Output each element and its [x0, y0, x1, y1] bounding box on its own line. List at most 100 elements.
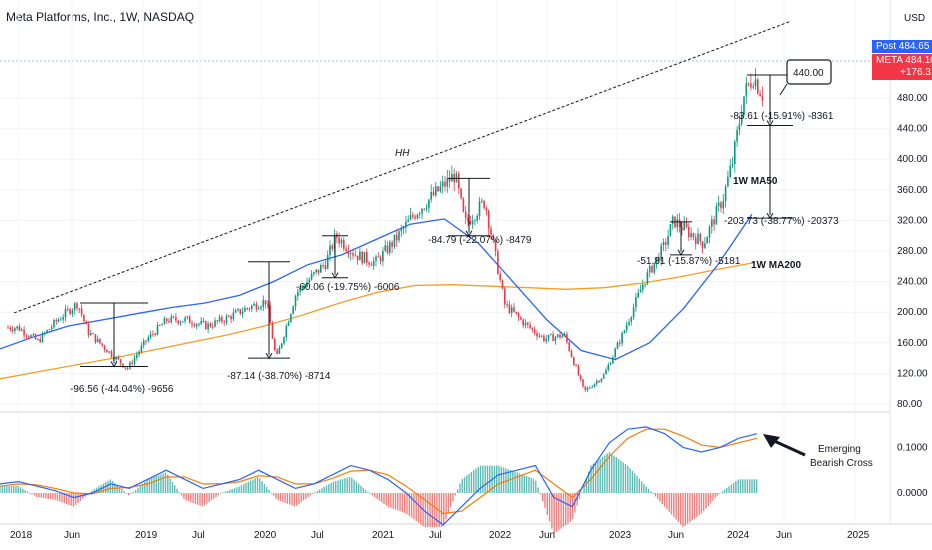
- macd-histogram-bar: [634, 473, 636, 493]
- macd-histogram-bar: [459, 483, 461, 493]
- candle-body: [435, 186, 437, 196]
- candle-body: [446, 177, 449, 187]
- candle-body: [122, 363, 124, 368]
- candle-body: [458, 173, 460, 189]
- candle-body: [416, 214, 419, 219]
- macd-histogram-bar: [291, 493, 293, 506]
- macd-histogram-bar: [528, 476, 530, 493]
- candle-body: [497, 251, 499, 275]
- candle-body: [543, 335, 545, 342]
- candle-body: [285, 325, 288, 338]
- macd-histogram-bar: [178, 492, 180, 493]
- macd-histogram-bar: [643, 483, 645, 493]
- macd-histogram-bar: [629, 468, 631, 493]
- macd-histogram-bar: [463, 477, 466, 493]
- macd-histogram-bar: [197, 493, 199, 505]
- macd-histogram-bar: [429, 493, 431, 528]
- price-axis[interactable]: 480.00 440.00 400.00 360.00 320.00 280.00 240.…: [889, 0, 928, 524]
- candle-body: [717, 202, 720, 207]
- macd-histogram-bar: [91, 490, 93, 493]
- candle-body: [487, 210, 490, 229]
- candle-body: [439, 186, 442, 192]
- candle-body: [591, 386, 593, 388]
- macd-histogram-bar: [139, 485, 141, 493]
- macd-histogram-bar: [6, 486, 8, 493]
- macd-histogram-bar: [452, 493, 454, 502]
- macd-histogram-bar: [537, 487, 539, 493]
- macd-histogram-bar: [749, 479, 751, 493]
- macd-histogram-bar: [567, 493, 569, 524]
- candle-body: [665, 242, 667, 245]
- candle-body: [727, 176, 729, 187]
- macd-histogram-bar: [137, 487, 139, 493]
- candle-body: [745, 83, 748, 97]
- candle-body: [437, 186, 439, 192]
- macd-histogram-bar: [238, 486, 240, 493]
- macd-histogram-bar: [40, 493, 42, 498]
- macd-histogram-bar: [523, 475, 525, 493]
- time-tick-label: 2021: [372, 530, 395, 541]
- candle-body: [133, 357, 136, 364]
- candle-body: [494, 240, 497, 252]
- candle-body: [729, 165, 731, 177]
- candle-body: [637, 292, 639, 298]
- time-tick-label: 2025: [847, 530, 870, 541]
- candle-body: [740, 114, 743, 124]
- macd-histogram-bar: [663, 493, 666, 507]
- candle-body: [57, 319, 60, 322]
- candle-body: [340, 239, 343, 244]
- candle-body: [660, 245, 662, 262]
- macd-histogram-bar: [611, 453, 613, 493]
- candle-body: [188, 316, 191, 324]
- macd-histogram-bar: [723, 489, 726, 493]
- macd-histogram-bar: [578, 493, 581, 499]
- macd-histogram-bar: [647, 488, 650, 493]
- candle-body: [246, 308, 248, 310]
- ma200-series: [0, 261, 756, 380]
- macd-histogram-bar: [318, 489, 321, 493]
- macd-histogram-bar: [546, 493, 548, 515]
- candle-body: [106, 349, 108, 353]
- candle-body: [701, 241, 704, 248]
- candle-body: [754, 79, 757, 87]
- macd-histogram-bar: [65, 493, 68, 505]
- candle-body: [230, 316, 232, 320]
- candle-body: [354, 255, 357, 257]
- candle-body: [306, 282, 308, 287]
- time-tick-label: 2023: [609, 530, 632, 541]
- macd-histogram-bar: [249, 480, 252, 493]
- macd-histogram-bar: [601, 456, 604, 493]
- time-tick-label: 2018: [10, 530, 33, 541]
- candle-body: [23, 329, 25, 336]
- candle-body: [262, 300, 265, 307]
- candle-body: [205, 321, 207, 330]
- candle-body: [395, 234, 398, 241]
- candle-body: [573, 357, 575, 366]
- candle-body: [506, 304, 508, 306]
- macd-histogram-bar: [226, 490, 229, 493]
- candle-body: [706, 237, 708, 244]
- candle-body: [510, 307, 513, 313]
- ma200-label: 1W MA200: [751, 260, 801, 271]
- candle-body: [448, 177, 451, 182]
- macd-histogram-bar: [454, 493, 456, 496]
- candle-body: [356, 255, 359, 261]
- candle-body: [85, 321, 87, 325]
- candle-body: [614, 348, 616, 358]
- candle-body: [124, 367, 127, 369]
- macd-histogram-bar: [353, 479, 355, 493]
- macd-histogram-bar: [256, 477, 259, 493]
- macd-histogram-bar: [404, 493, 406, 514]
- candle-body: [186, 316, 189, 318]
- macd-histogram-bar: [17, 486, 19, 493]
- candle-body: [101, 343, 104, 346]
- candle-body: [612, 357, 614, 364]
- candle-body: [46, 330, 48, 333]
- macd-histogram-bar: [210, 493, 213, 501]
- time-axis[interactable]: 2018 Jun 2019 Jul 2020 Jul 2021 Jul 2022 Jun 2023 J…: [10, 530, 870, 541]
- candle-body: [467, 218, 469, 222]
- candle-body: [644, 284, 646, 286]
- currency-label: USD: [904, 13, 926, 24]
- macd-histogram-bar: [597, 460, 599, 493]
